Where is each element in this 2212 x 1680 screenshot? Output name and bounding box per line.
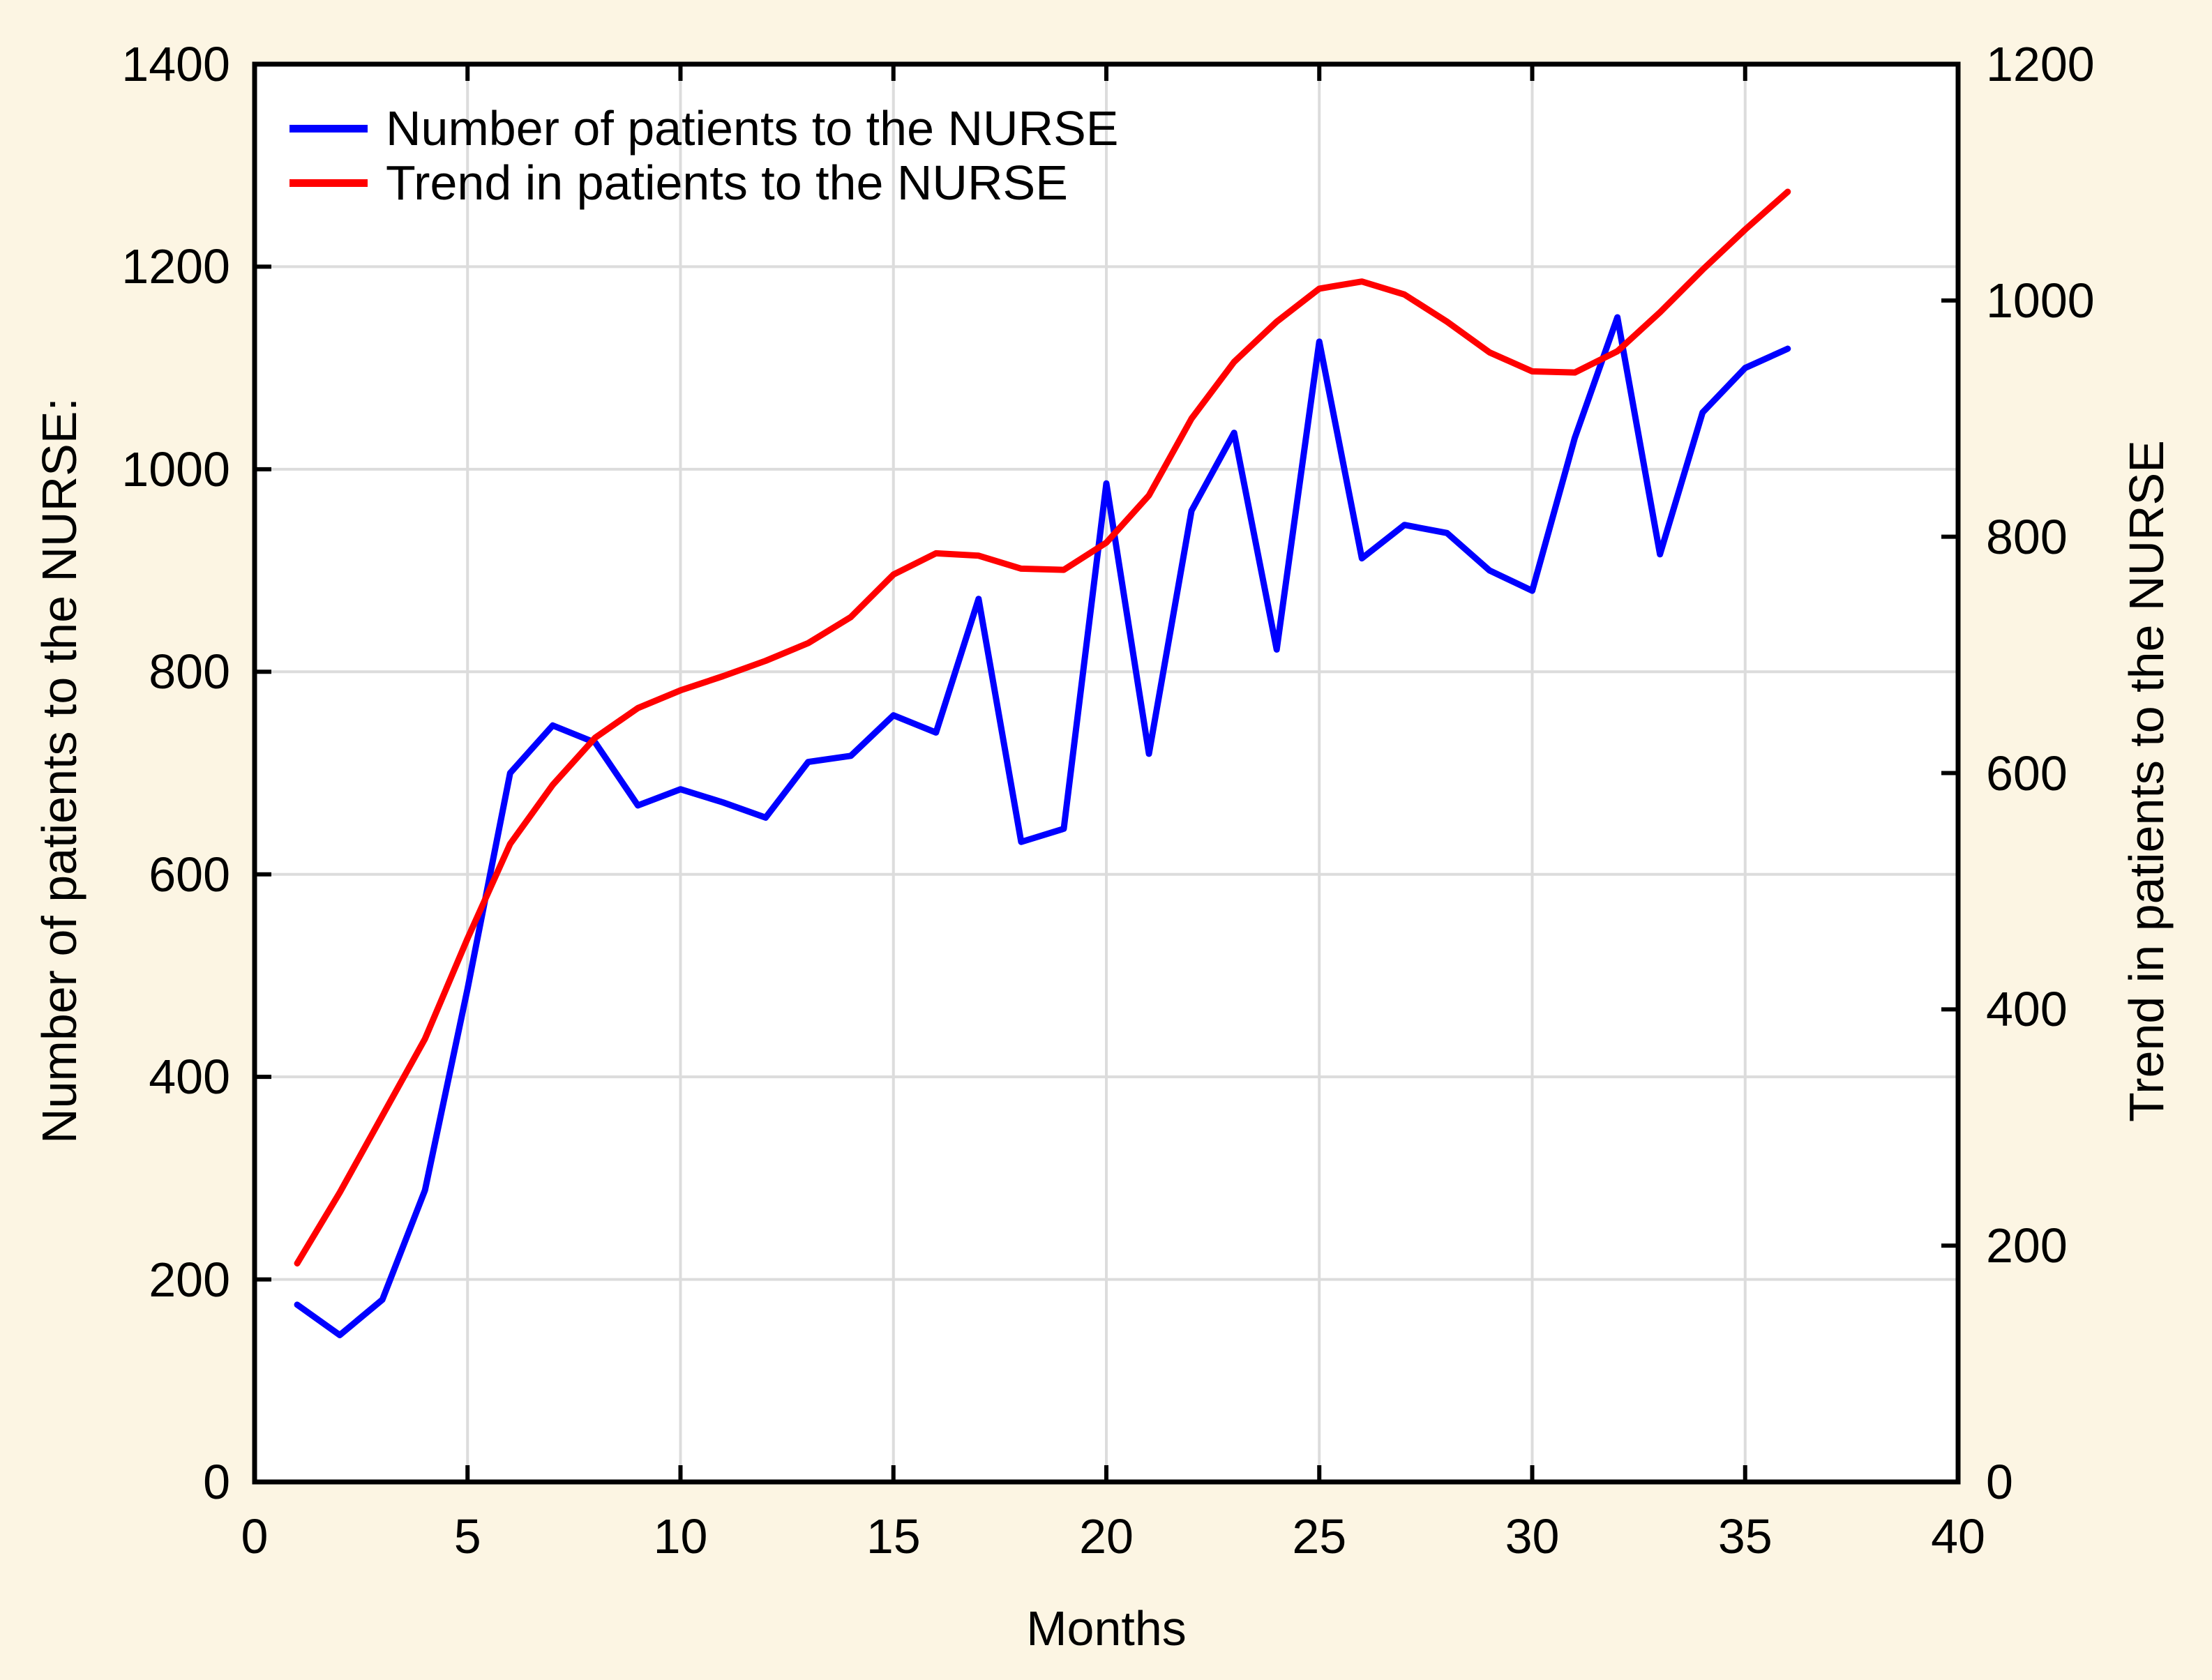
plot-frame — [252, 61, 1961, 1485]
series-line-patients — [294, 314, 1791, 1338]
y-axis-title-right: Trend in patients to the NURSE — [2119, 440, 2174, 1122]
x-tick-label: 25 — [1292, 1509, 1347, 1564]
x-axis-title: Months — [1026, 1601, 1187, 1656]
x-tick-label: 20 — [1079, 1509, 1134, 1564]
y-right-tick-label: 1200 — [1986, 37, 2095, 91]
y-left-tick-label: 200 — [149, 1252, 230, 1307]
x-tick-label: 15 — [866, 1509, 921, 1564]
y-left-tick-label: 600 — [149, 847, 230, 902]
y-right-tick-label: 400 — [1986, 982, 2068, 1037]
y-right-tick-label: 1000 — [1986, 273, 2095, 328]
legend-line-sample-blue — [289, 125, 368, 133]
y-right-tick-label: 600 — [1986, 746, 2068, 801]
legend-label-patients: Number of patients to the NURSE — [386, 101, 1119, 156]
x-tick-label: 0 — [241, 1509, 269, 1564]
x-tick-label: 30 — [1505, 1509, 1560, 1564]
legend-label-trend: Trend in patients to the NURSE — [386, 156, 1068, 210]
y-left-tick-label: 400 — [149, 1050, 230, 1105]
y-right-tick-label: 200 — [1986, 1218, 2068, 1273]
x-tick-label: 40 — [1931, 1509, 1985, 1564]
y-right-tick-label: 0 — [1986, 1455, 2013, 1509]
y-left-tick-label: 1400 — [121, 37, 230, 91]
y-left-tick-label: 1000 — [121, 441, 230, 497]
y-left-tick-label: 800 — [149, 644, 230, 699]
x-tick-label: 10 — [653, 1509, 708, 1564]
y-axis-title-left: Number of patients to the NURSE: — [32, 398, 86, 1144]
y-right-tick-label: 800 — [1986, 509, 2068, 564]
y-left-tick-label: 0 — [203, 1455, 230, 1509]
y-left-tick-label: 1200 — [121, 239, 230, 294]
x-tick-label: 35 — [1717, 1509, 1773, 1564]
legend-line-sample-red — [289, 179, 368, 187]
series-line-trend — [294, 188, 1791, 1267]
x-tick-label: 5 — [453, 1509, 481, 1564]
